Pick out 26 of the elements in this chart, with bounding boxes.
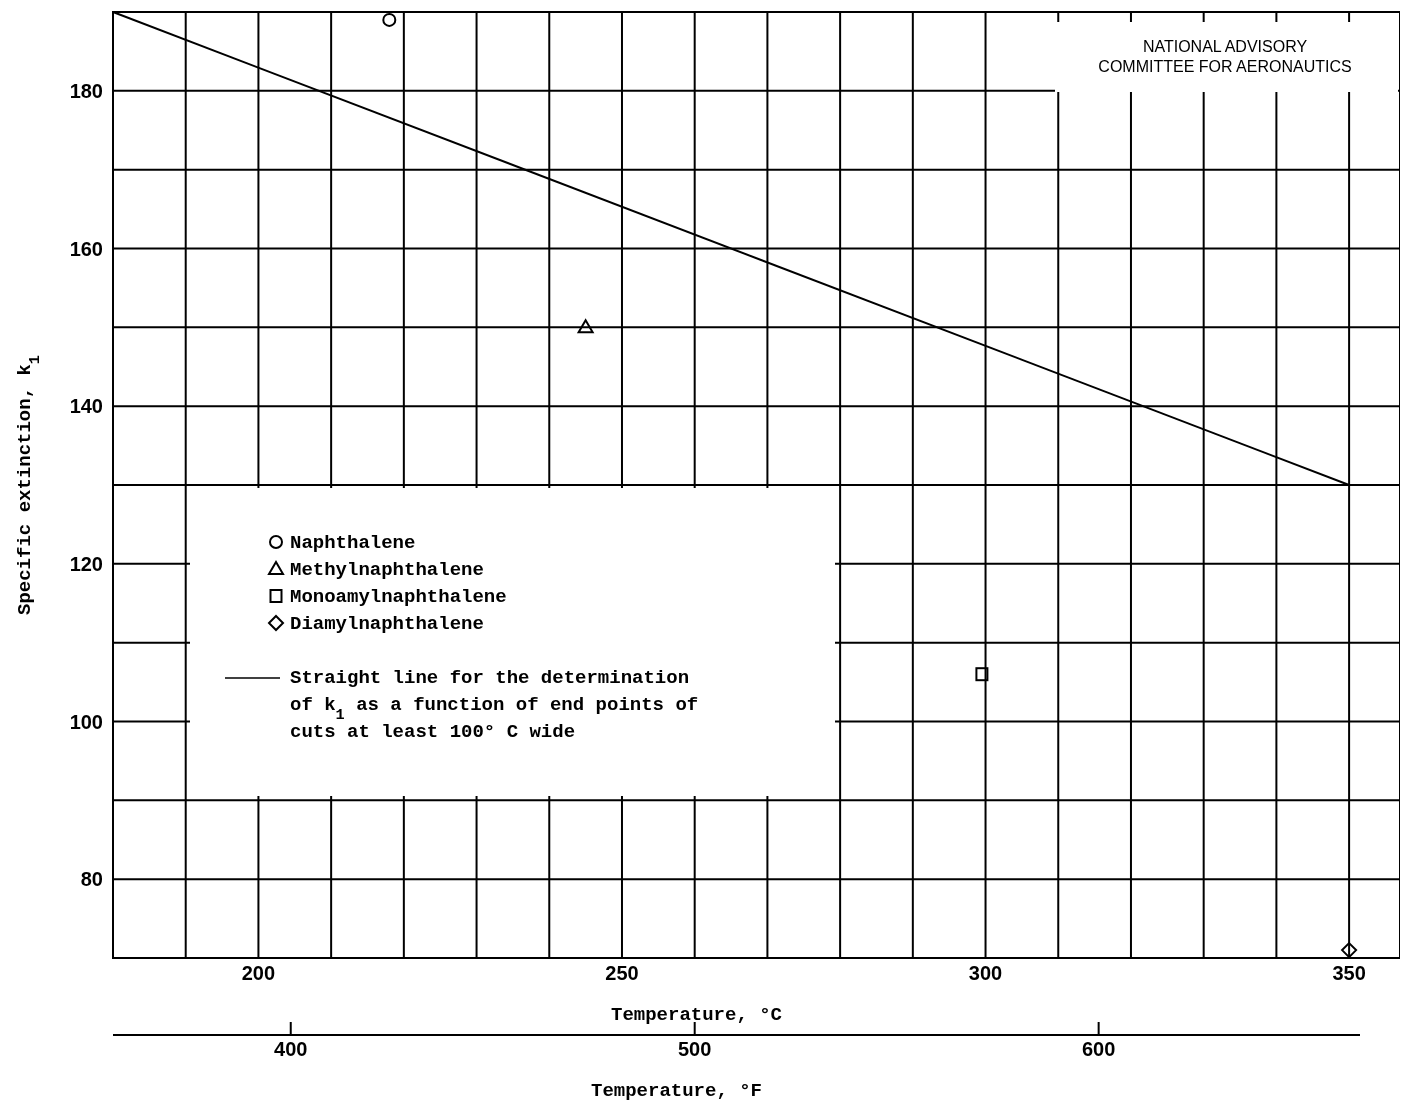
- legend-label: Straight line for the determination of k$_{1}$ as a function of end points of cuts at least 100° C wide: [290, 667, 699, 743]
- point: [975, 667, 989, 682]
- point: [382, 12, 397, 27]
- x2-axis-title: Temperature, °F: [590, 1080, 763, 1102]
- x2-tick-label: 500: [678, 1038, 712, 1060]
- x-tick-label: 350: [1332, 962, 1366, 984]
- x-tick-label: 200: [241, 962, 276, 984]
- y-tick-label: 80: [80, 868, 103, 891]
- y-tick-label: 100: [69, 710, 103, 733]
- x2-tick-label: 600: [1081, 1038, 1116, 1060]
- legend-label: Diamylnaphthalene: [290, 613, 484, 635]
- x-tick-label: 250: [605, 962, 639, 984]
- annotation: NATIONAL ADVISORY COMMITTEE FOR AERONAUTICS: [1098, 38, 1352, 75]
- y-tick-label: 160: [69, 237, 103, 260]
- legend-label: Naphthalene: [290, 532, 416, 554]
- y-tick-label: 140: [69, 395, 103, 418]
- legend-label: Methylnaphthalene: [290, 559, 484, 581]
- legend-label: Monoamylnaphthalene: [290, 586, 507, 608]
- point: [1341, 942, 1358, 959]
- point: [577, 319, 594, 334]
- x2-tick-label: 400: [274, 1038, 308, 1060]
- x-axis-title: Temperature, °C: [610, 1004, 783, 1026]
- x-tick-label: 300: [968, 962, 1003, 984]
- caption-box: NATIONAL ADVISORY COMMITTEE FOR AERONAUTICS: [1055, 22, 1398, 92]
- y-tick-label: 120: [69, 552, 103, 575]
- y-tick-label: 180: [69, 79, 103, 102]
